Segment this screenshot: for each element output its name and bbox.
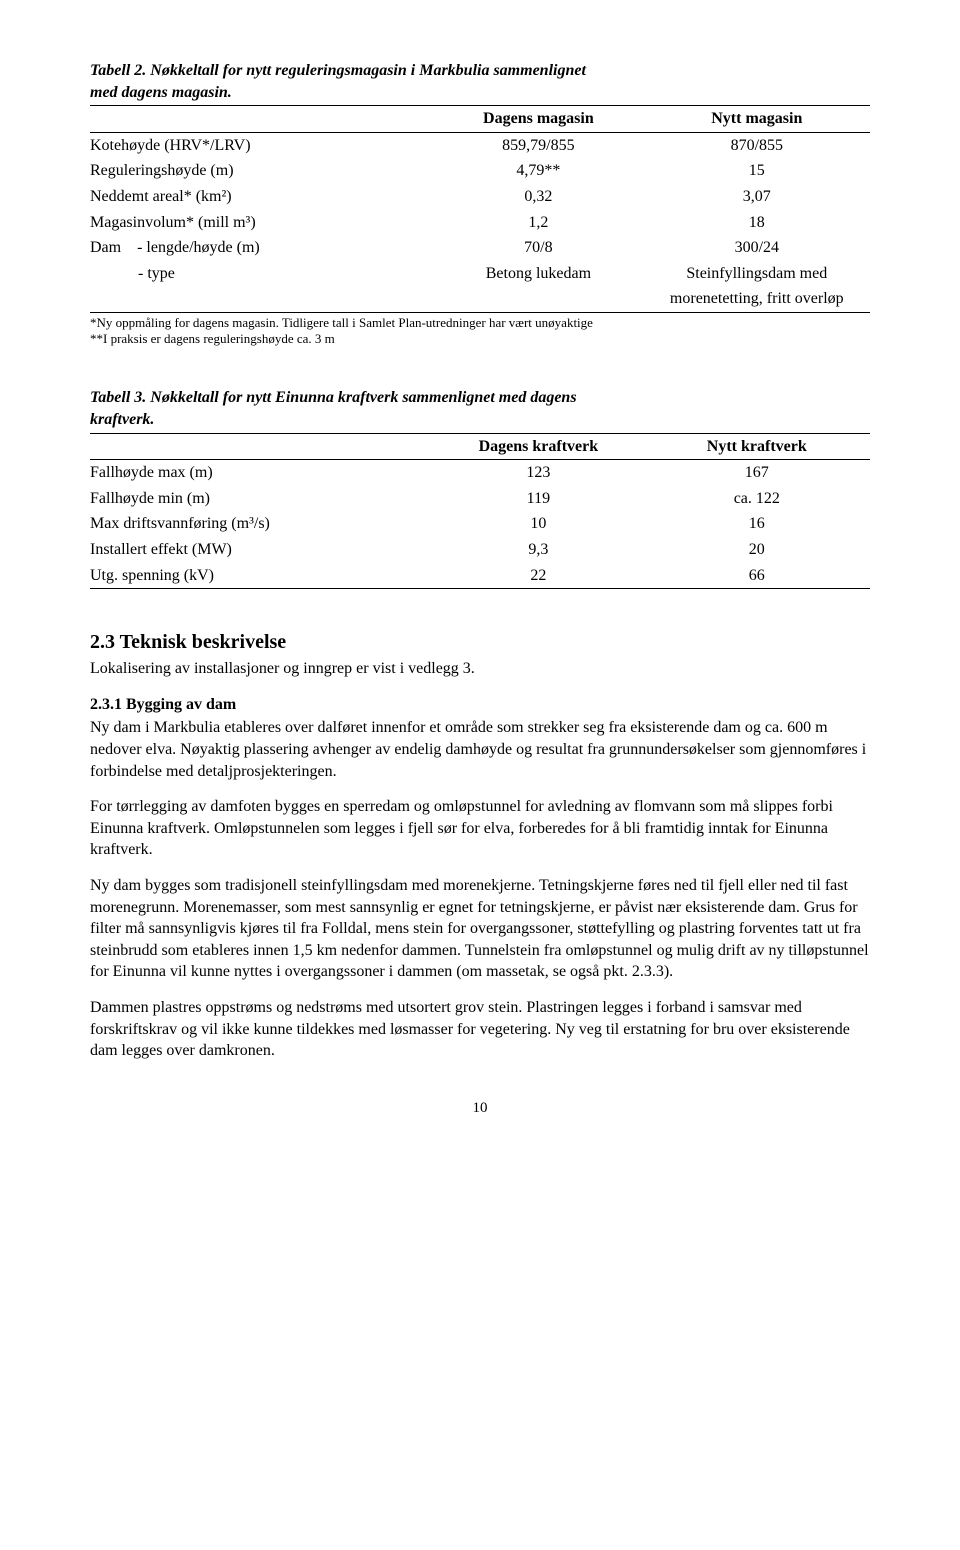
table-row: Max driftsvannføring (m³/s) 10 16 (90, 511, 870, 537)
row-label: Utg. spenning (kV) (90, 563, 433, 589)
row-val: 0,32 (433, 184, 651, 210)
table-row: Neddemt areal* (km²) 0,32 3,07 (90, 184, 870, 210)
table-row: Fallhøyde min (m) 119 ca. 122 (90, 486, 870, 512)
table2: Dagens magasin Nytt magasin Kotehøyde (H… (90, 105, 870, 313)
table-row: Installert effekt (MW) 9,3 20 (90, 537, 870, 563)
row-val: 300/24 (652, 235, 870, 261)
row-val: 20 (652, 537, 870, 563)
table3-head-c2: Dagens kraftverk (433, 433, 651, 460)
row-val: 10 (433, 511, 651, 537)
table-row: Utg. spenning (kV) 22 66 (90, 563, 870, 589)
row-val: 3,07 (652, 184, 870, 210)
table2-footnotes: *Ny oppmåling for dagens magasin. Tidlig… (90, 315, 870, 348)
row-val: 123 (433, 460, 651, 486)
page-number: 10 (90, 1098, 870, 1118)
table3-head-c3: Nytt kraftverk (652, 433, 870, 460)
row-val: 9,3 (433, 537, 651, 563)
row-label: Magasinvolum* (mill m³) (90, 210, 433, 236)
row-val: 22 (433, 563, 651, 589)
table3-caption: Tabell 3. Nøkkeltall for nytt Einunna kr… (90, 387, 870, 430)
row-val: Steinfyllingsdam med (652, 261, 870, 287)
table2-caption-line1: Tabell 2. Nøkkeltall for nytt regulering… (90, 62, 586, 79)
table-header-blank (90, 106, 433, 133)
row-val (433, 286, 651, 312)
table2-caption-line2: med dagens magasin. (90, 84, 232, 101)
row-label: Dam - lengde/høyde (m) (90, 235, 433, 261)
table2-caption: Tabell 2. Nøkkeltall for nytt regulering… (90, 60, 870, 103)
table2-head-c2: Dagens magasin (433, 106, 651, 133)
section-intro: Lokalisering av installasjoner og inngre… (90, 658, 870, 680)
row-val: 4,79** (433, 158, 651, 184)
table-header-row: Dagens kraftverk Nytt kraftverk (90, 433, 870, 460)
row-label: Fallhøyde max (m) (90, 460, 433, 486)
row-label: Fallhøyde min (m) (90, 486, 433, 512)
table-row: Reguleringshøyde (m) 4,79** 15 (90, 158, 870, 184)
row-val: 1,2 (433, 210, 651, 236)
row-label (90, 286, 433, 312)
table3: Dagens kraftverk Nytt kraftverk Fallhøyd… (90, 433, 870, 590)
row-val: 15 (652, 158, 870, 184)
row-val: 167 (652, 460, 870, 486)
table-header-row: Dagens magasin Nytt magasin (90, 106, 870, 133)
table-row: Kotehøyde (HRV*/LRV) 859,79/855 870/855 (90, 132, 870, 158)
row-val: 70/8 (433, 235, 651, 261)
row-val: 66 (652, 563, 870, 589)
row-val: 18 (652, 210, 870, 236)
footnote-2: **I praksis er dagens reguleringshøyde c… (90, 331, 335, 346)
paragraph-3: Ny dam bygges som tradisjonell steinfyll… (90, 875, 870, 983)
table3-caption-line1: Tabell 3. Nøkkeltall for nytt Einunna kr… (90, 389, 577, 406)
row-val: 119 (433, 486, 651, 512)
row-label: Reguleringshøyde (m) (90, 158, 433, 184)
table-row: Magasinvolum* (mill m³) 1,2 18 (90, 210, 870, 236)
table-header-blank (90, 433, 433, 460)
table-row: Dam - lengde/høyde (m) 70/8 300/24 (90, 235, 870, 261)
paragraph-4: Dammen plastres oppstrøms og nedstrøms m… (90, 997, 870, 1062)
subsection-heading: 2.3.1 Bygging av dam (90, 694, 870, 716)
table3-caption-line2: kraftverk. (90, 411, 154, 428)
row-label: Neddemt areal* (km²) (90, 184, 433, 210)
paragraph-1: Ny dam i Markbulia etableres over dalfør… (90, 717, 870, 782)
row-val: 16 (652, 511, 870, 537)
row-val: 870/855 (652, 132, 870, 158)
table2-head-c3: Nytt magasin (652, 106, 870, 133)
table-row: Fallhøyde max (m) 123 167 (90, 460, 870, 486)
table-row: morenetetting, fritt overløp (90, 286, 870, 312)
row-val: morenetetting, fritt overløp (652, 286, 870, 312)
row-label: Installert effekt (MW) (90, 537, 433, 563)
table-row: - type Betong lukedam Steinfyllingsdam m… (90, 261, 870, 287)
row-label: - type (90, 261, 433, 287)
row-label: Kotehøyde (HRV*/LRV) (90, 132, 433, 158)
row-val: Betong lukedam (433, 261, 651, 287)
section-heading: 2.3 Teknisk beskrivelse (90, 629, 870, 656)
paragraph-2: For tørrlegging av damfoten bygges en sp… (90, 796, 870, 861)
row-val: 859,79/855 (433, 132, 651, 158)
row-val: ca. 122 (652, 486, 870, 512)
row-label: Max driftsvannføring (m³/s) (90, 511, 433, 537)
footnote-1: *Ny oppmåling for dagens magasin. Tidlig… (90, 315, 593, 330)
